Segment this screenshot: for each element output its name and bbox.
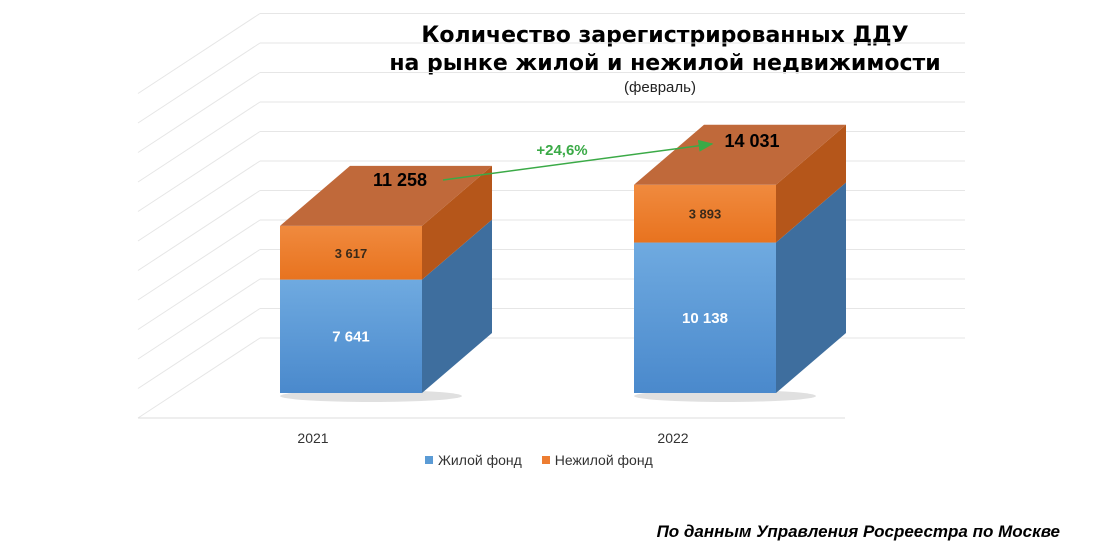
data-label-nonresidential-2021: 3 617 — [335, 246, 368, 261]
tick-label-2021: 2021 — [297, 430, 328, 446]
bar-residential-2022 — [634, 242, 776, 393]
total-label-2021: 11 258 — [373, 170, 427, 190]
grid-line-side — [137, 160, 261, 242]
bar-side-residential-2021 — [422, 219, 492, 393]
legend-label-residential: Жилой фонд — [438, 452, 522, 468]
source-note: По данным Управления Росреестра по Москв… — [656, 522, 1060, 541]
tick-label-2022: 2022 — [657, 430, 688, 446]
legend-item-nonresidential: Нежилой фонд — [541, 452, 653, 468]
grid-line-side — [137, 72, 261, 153]
grid-line-side — [137, 42, 261, 124]
chart-title: Количество зарегистрированных ДДУ на рын… — [300, 22, 1030, 98]
title-line-2: на рынке жилой и нежилой недвижимости — [389, 51, 941, 76]
bar-side-nonresidential-2022 — [776, 124, 846, 243]
grid-line-side — [137, 278, 261, 360]
grid-line-side — [137, 131, 261, 212]
bar-nonresidential-2021 — [280, 225, 422, 280]
bar-top-2021 — [280, 165, 492, 226]
legend-swatch-nonresidential — [541, 456, 550, 464]
growth-arrow — [442, 139, 714, 181]
data-label-nonresidential-2022: 3 893 — [689, 207, 722, 222]
bar-top-2022 — [634, 124, 846, 185]
grid-line-side — [137, 101, 261, 183]
bar-residential-2021 — [280, 279, 422, 393]
grid-line-side — [137, 249, 261, 330]
legend-item-residential: Жилой фонд — [425, 452, 522, 468]
legend-label-nonresidential: Нежилой фонд — [554, 452, 653, 468]
title-line-1: Количество зарегистрированных ДДУ — [421, 23, 909, 48]
grid-line-side — [137, 308, 261, 389]
grid-line-side — [137, 190, 261, 271]
data-label-residential-2022: 10 138 — [682, 310, 728, 327]
data-label-residential-2021: 7 641 — [332, 328, 370, 345]
total-label-2022: 14 031 — [724, 131, 779, 151]
bar-side-residential-2022 — [776, 182, 846, 393]
growth-label: +24,6% — [536, 142, 587, 159]
grid-line-side — [137, 337, 261, 419]
chart-legend: Жилой фонд Нежилой фонд — [425, 452, 653, 468]
chart-subtitle: (февраль) — [624, 79, 696, 96]
bar-nonresidential-2022 — [634, 184, 776, 243]
grid-line-side — [137, 219, 261, 301]
bar-side-nonresidential-2021 — [422, 165, 492, 280]
legend-swatch-residential — [425, 456, 433, 464]
grid-line-side — [137, 13, 261, 94]
